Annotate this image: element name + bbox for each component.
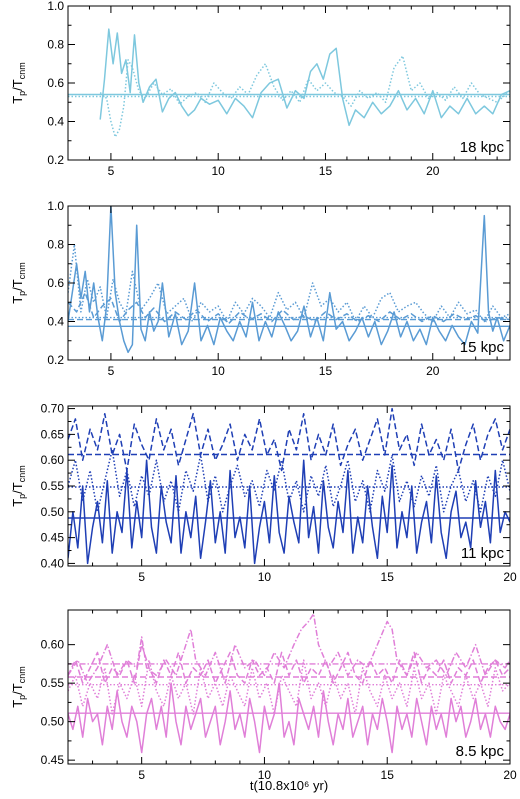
series-line-solid: [68, 206, 510, 354]
series-group: [68, 28, 510, 138]
series-line-dashdot: [68, 613, 510, 684]
y-tick-label: 0.60: [41, 638, 65, 652]
y-tick-label: 0.4: [47, 115, 64, 129]
y-tick-label: 0.55: [41, 676, 65, 690]
series-group: [68, 407, 510, 565]
series-line-dashed: [68, 291, 510, 325]
y-tick-label: 0.70: [41, 402, 65, 416]
series-group: [68, 613, 510, 754]
y-tick-label: 0.50: [41, 715, 65, 729]
x-tick-label: 15: [381, 768, 395, 782]
plot-frame: [67, 609, 511, 765]
panel-label: 15 kpc: [460, 339, 505, 356]
y-tick-label: 0.6: [47, 76, 64, 90]
x-tick-label: 5: [138, 768, 145, 782]
series-line-dashed: [68, 643, 510, 684]
panel-3: 5 10 15 20 0.40 0.45 0.50 0.55 0.60 0.65 0.70 Tp/Tc…: [10, 402, 517, 584]
y-axis-label: Tp/Tcnm: [10, 666, 27, 708]
y-tick-label: 1.0: [47, 0, 64, 13]
x-tick-label: 15: [319, 164, 333, 178]
series-line-dashed: [68, 407, 510, 472]
panel-4: 5 10 15 20 0.45 0.50 0.55 0.60 Tp/Tcnm 8.5 kpc: [10, 609, 517, 782]
x-tick-label: 5: [108, 364, 115, 378]
x-tick-label: 5: [138, 570, 145, 584]
x-tick-label: 10: [258, 570, 272, 584]
y-axis-label: Tp/Tcnm: [10, 62, 27, 104]
y-tick-label: 1.0: [47, 199, 64, 213]
x-tick-label: 10: [212, 164, 226, 178]
y-tick-label: 0.45: [41, 753, 65, 767]
x-tick-label: 20: [426, 364, 440, 378]
y-tick-label: 0.4: [47, 315, 64, 329]
y-tick-label: 0.2: [47, 153, 64, 167]
y-tick-label: 0.40: [41, 556, 65, 570]
panel-label: 11 kpc: [461, 545, 505, 562]
y-axis-label: Tp/Tcnm: [10, 262, 27, 304]
y-tick-label: 0.65: [41, 427, 65, 441]
y-tick-label: 0.8: [47, 38, 64, 52]
x-tick-label: 20: [503, 768, 517, 782]
series-line-dotted: [68, 659, 510, 715]
y-tick-label: 0.2: [47, 353, 64, 367]
y-tick-label: 0.50: [41, 505, 65, 519]
y-tick-label: 0.8: [47, 238, 64, 252]
series-line-solid: [99, 28, 510, 127]
x-tick-label: 15: [381, 570, 395, 584]
panel-2: 5 10 15 20 0.2 0.4 0.6 0.8 1.0 Tp/Tcnm 15 kpc: [10, 199, 511, 378]
x-axis-label: t(10.8x10⁶ yr): [250, 778, 328, 793]
panel-1: 5 10 15 20 0.2 0.4 0.6 0.8 1.0 Tp/Tcnm 18 kpc: [10, 0, 511, 178]
series-group: [68, 206, 510, 354]
y-tick-label: 0.6: [47, 276, 64, 290]
y-tick-label: 0.45: [41, 531, 65, 545]
series-line-solid: [68, 682, 510, 754]
y-tick-label: 0.55: [41, 479, 65, 493]
x-tick-label: 20: [426, 164, 440, 178]
panel-label: 18 kpc: [460, 139, 505, 156]
series-line-solid: [68, 459, 510, 565]
panel-label: 8.5 kpc: [456, 743, 505, 760]
x-tick-label: 20: [503, 570, 517, 584]
x-tick-label: 10: [212, 364, 226, 378]
y-axis-label: Tp/Tcnm: [10, 465, 27, 507]
plot-frame: [67, 5, 511, 161]
x-tick-label: 15: [319, 364, 333, 378]
x-tick-label: 5: [108, 164, 115, 178]
x-tick-label: 10: [258, 768, 272, 782]
y-tick-label: 0.60: [41, 453, 65, 467]
